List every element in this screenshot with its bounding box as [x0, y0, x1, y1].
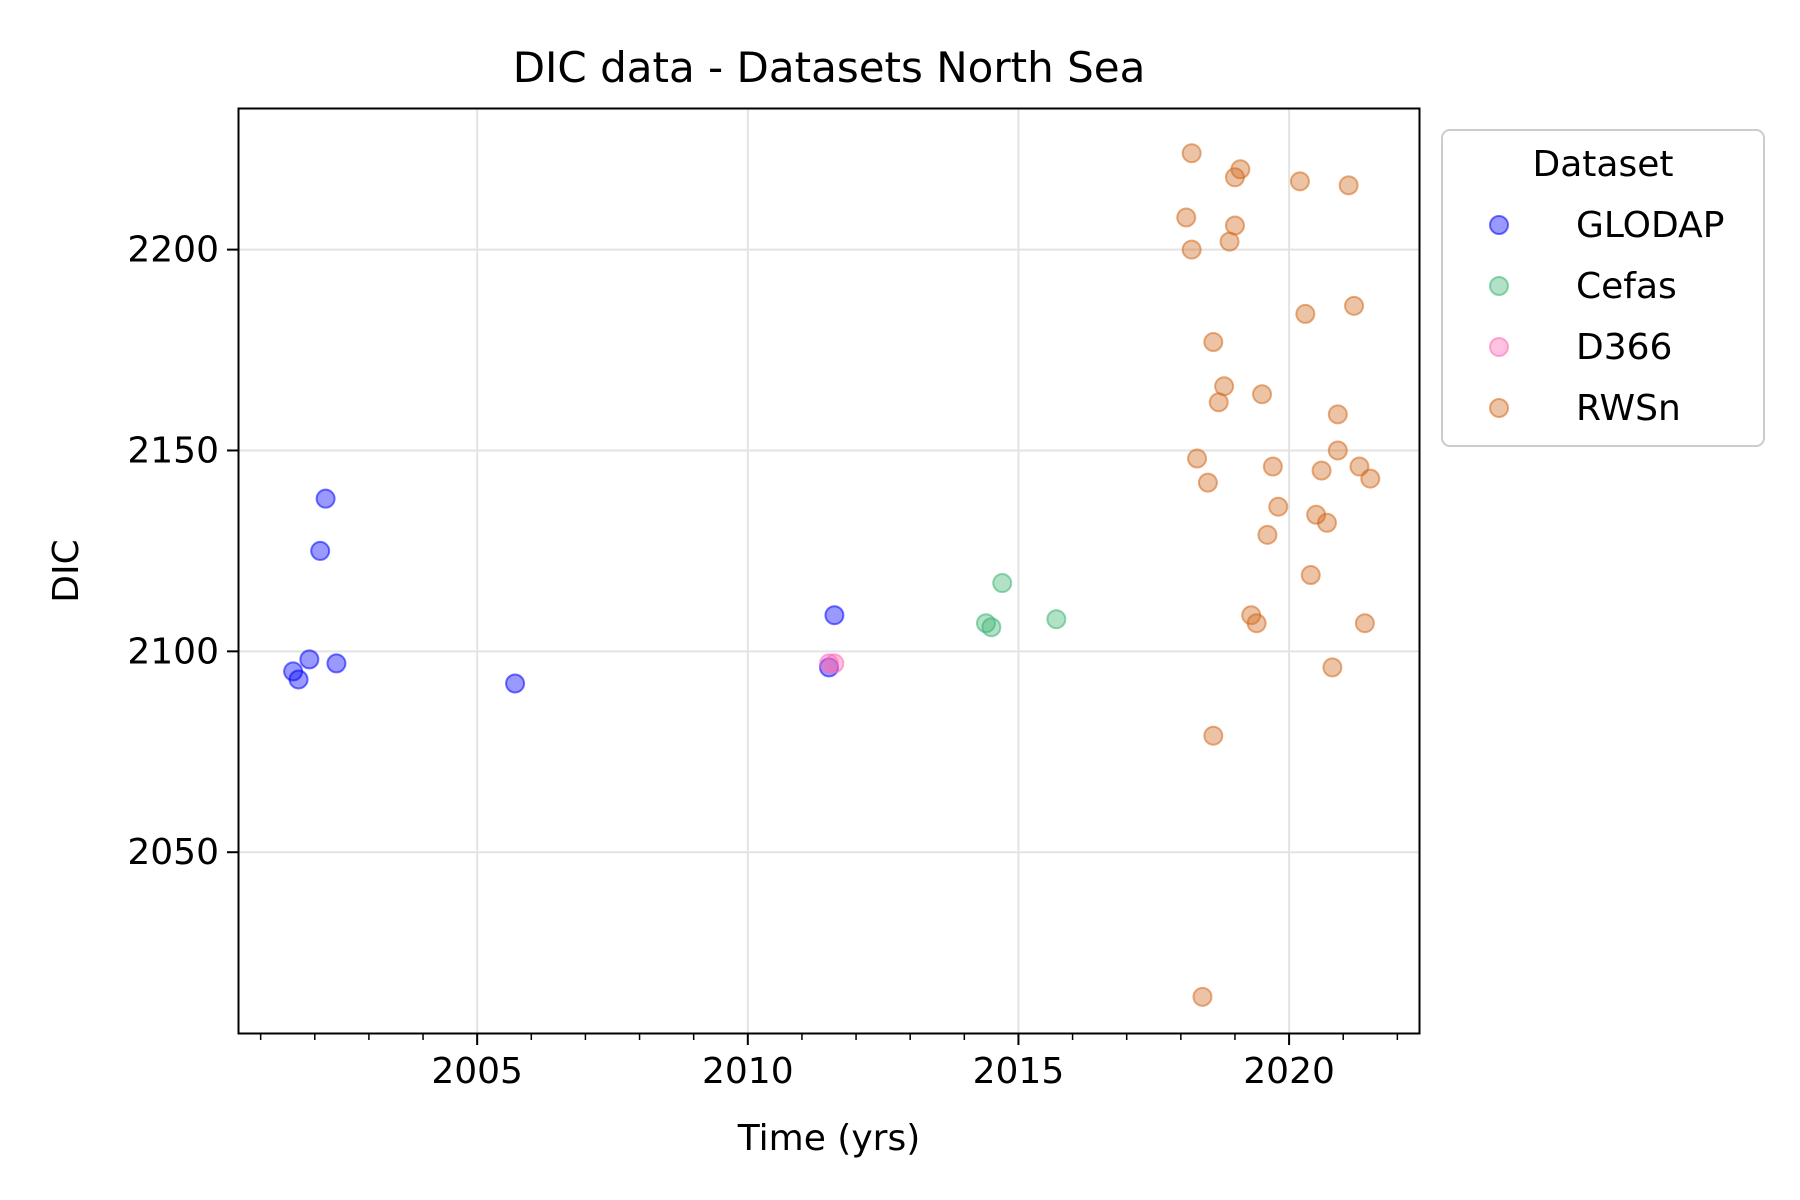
data-point-rwsn — [1316, 512, 1337, 533]
legend-entries: GLODAP Cefas D366 RWSn — [1489, 205, 1724, 429]
data-point-glodap — [299, 649, 320, 670]
data-point-rwsn — [1327, 440, 1348, 461]
data-point-rwsn — [1181, 239, 1202, 260]
data-point-cefas — [992, 573, 1013, 594]
data-points — [283, 143, 1381, 1007]
legend-label-cefas: Cefas — [1576, 266, 1677, 307]
y-tick-label: 2200 — [127, 230, 219, 271]
data-point-rwsn — [1311, 460, 1332, 481]
data-point-rwsn — [1268, 496, 1289, 517]
data-point-rwsn — [1203, 725, 1224, 746]
plot-frame — [237, 107, 1421, 1035]
data-point-rwsn — [1246, 613, 1267, 634]
y-tick-label: 2150 — [127, 430, 219, 471]
data-point-rwsn — [1295, 303, 1316, 324]
data-point-rwsn — [1192, 986, 1213, 1007]
chart-title: DIC data - Datasets North Sea — [513, 43, 1146, 92]
data-point-glodap — [326, 653, 347, 674]
data-point-rwsn — [1338, 175, 1359, 196]
data-point-cefas — [981, 617, 1002, 638]
data-point-rwsn — [1289, 171, 1310, 192]
legend-title: Dataset — [1533, 144, 1674, 185]
grid — [239, 109, 1419, 1033]
data-point-rwsn — [1252, 384, 1273, 405]
data-point-glodap — [505, 673, 526, 694]
legend-label-d366: D366 — [1576, 327, 1672, 368]
x-tick-label: 2005 — [431, 1051, 523, 1092]
data-point-d366 — [824, 653, 845, 674]
data-point-rwsn — [1354, 613, 1375, 634]
data-point-glodap — [315, 488, 336, 509]
data-point-d366 — [819, 653, 839, 674]
data-point-rwsn — [1224, 215, 1245, 236]
x-tick-label: 2015 — [973, 1051, 1065, 1092]
y-tick-label: 2050 — [127, 832, 219, 873]
legend-marker-glodap — [1489, 215, 1509, 235]
x-axis-label: Time (yrs) — [737, 1118, 921, 1159]
y-axis-label: DIC — [46, 539, 87, 602]
axis-ticks: 2005 2010 2015 2020 2050 2100 2150 2200 — [127, 230, 1399, 1092]
x-tick-label: 2020 — [1243, 1051, 1335, 1092]
data-point-cefas — [1046, 609, 1067, 630]
data-point-rwsn — [1187, 448, 1208, 469]
data-point-rwsn — [1322, 657, 1343, 678]
legend-frame — [1441, 129, 1765, 447]
data-point-rwsn — [1257, 524, 1278, 545]
data-point-rwsn — [1360, 468, 1381, 489]
data-point-rwsn — [1214, 376, 1235, 397]
data-point-rwsn — [1203, 332, 1224, 353]
data-point-rwsn — [1327, 404, 1348, 425]
legend-marker-rwsn — [1489, 398, 1509, 418]
data-point-rwsn — [1197, 472, 1218, 493]
data-point-rwsn — [1300, 565, 1321, 586]
legend: Dataset GLODAP Cefas D366 RWSn — [1441, 129, 1765, 447]
legend-label-rwsn: RWSn — [1576, 388, 1681, 429]
data-point-rwsn — [1176, 207, 1197, 228]
legend-marker-cefas — [1489, 276, 1509, 296]
y-tick-label: 2100 — [127, 631, 219, 672]
data-point-rwsn — [1262, 456, 1283, 477]
data-point-glodap — [824, 605, 845, 626]
data-point-glodap — [310, 540, 331, 561]
legend-label-glodap: GLODAP — [1576, 205, 1724, 246]
x-tick-label: 2010 — [702, 1051, 794, 1092]
data-point-glodap — [288, 669, 309, 690]
data-point-rwsn — [1344, 295, 1365, 316]
data-point-rwsn — [1230, 159, 1251, 180]
legend-marker-d366 — [1489, 337, 1509, 357]
data-point-rwsn — [1181, 143, 1202, 164]
